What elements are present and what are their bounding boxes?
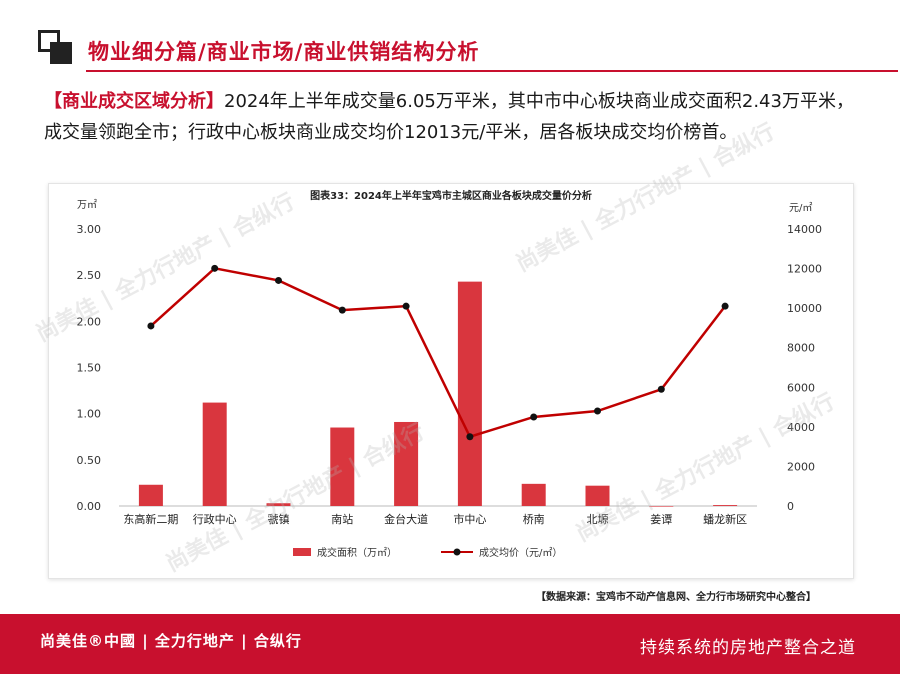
y-right-tick-label: 2000 bbox=[787, 460, 815, 473]
bar bbox=[202, 402, 227, 506]
x-tick-label: 南站 bbox=[331, 512, 353, 526]
x-tick-label: 桥南 bbox=[523, 513, 545, 526]
legend-bar-label: 成交面积（万㎡） bbox=[317, 546, 397, 559]
line-point bbox=[211, 264, 219, 272]
bar bbox=[585, 485, 610, 506]
x-tick-label: 金台大道 bbox=[384, 512, 428, 526]
y-left-tick-label: 2.50 bbox=[77, 269, 102, 282]
y-left-tick-label: 1.00 bbox=[77, 408, 102, 421]
bar bbox=[457, 281, 482, 506]
y-right-tick-label: 6000 bbox=[787, 381, 815, 394]
price-line bbox=[150, 266, 727, 439]
x-tick-label: 姜谭 bbox=[650, 512, 672, 526]
y-left-tick-label: 0.50 bbox=[77, 454, 102, 467]
legend-line-label: 成交均价（元/㎡） bbox=[479, 546, 562, 559]
footer-brand-logo: 尚美佳®中國 | 全力行地产 | 合纵行 bbox=[40, 632, 302, 650]
header-logo-icon bbox=[38, 30, 76, 64]
line-point bbox=[530, 413, 538, 421]
footer-slogan: 持续系统的房地产整合之道 bbox=[640, 638, 856, 658]
x-tick-label: 北塬 bbox=[587, 513, 609, 526]
y-left-tick-label: 0.00 bbox=[77, 500, 102, 513]
y-right-tick-label: 0 bbox=[787, 500, 794, 513]
y-left-tick-label: 1.50 bbox=[77, 362, 102, 375]
y-right-tick-label: 14000 bbox=[787, 223, 822, 236]
line-point bbox=[338, 306, 346, 314]
bar bbox=[138, 484, 163, 506]
summary-text: 2024年上半年成交量6.05万平米，其中市中心板块商业成交面积2.43万平米，… bbox=[44, 91, 854, 143]
x-tick-label: 市中心 bbox=[453, 512, 486, 526]
line-point bbox=[402, 302, 410, 310]
bar bbox=[521, 483, 546, 506]
bar bbox=[649, 506, 674, 507]
summary-tag: 【商业成交区域分析】 bbox=[44, 91, 224, 112]
chart-title: 图表33：2024年上半年宝鸡市主城区商业各板块成交量价分析 bbox=[310, 189, 592, 202]
y-left-tick-label: 3.00 bbox=[77, 223, 102, 236]
line-point bbox=[275, 276, 282, 284]
bar bbox=[394, 421, 419, 506]
bar bbox=[713, 505, 738, 506]
bar bbox=[330, 427, 355, 506]
legend-bar-swatch bbox=[293, 548, 311, 556]
y-left-unit-label: 万㎡ bbox=[77, 199, 97, 211]
chart-panel: 图表33：2024年上半年宝鸡市主城区商业各板块成交量价分析万㎡ 元/㎡ 0.00 0… bbox=[48, 183, 854, 579]
line-point bbox=[657, 385, 665, 393]
x-tick-label: 行政中心 bbox=[193, 512, 237, 526]
x-tick-label: 蟠龙新区 bbox=[703, 512, 747, 526]
line-point bbox=[466, 433, 474, 441]
line-point bbox=[721, 302, 729, 310]
footer-bar: 尚美佳®中國 | 全力行地产 | 合纵行 持续系统的房地产整合之道 bbox=[0, 614, 900, 674]
bar bbox=[266, 503, 291, 506]
page-title: 物业细分篇/商业市场/商业供销结构分析 bbox=[88, 40, 480, 64]
y-right-tick-label: 12000 bbox=[787, 263, 822, 276]
y-right-tick-label: 8000 bbox=[787, 342, 815, 355]
data-source: 【数据来源：宝鸡市不动产信息网、全力行市场研究中心整合】 bbox=[536, 592, 816, 603]
line-point bbox=[147, 322, 155, 330]
x-tick-label: 虢镇 bbox=[268, 512, 290, 526]
x-tick-label: 东高新二期 bbox=[123, 512, 178, 526]
y-right-tick-label: 4000 bbox=[787, 421, 815, 434]
header-divider bbox=[86, 70, 898, 72]
summary-paragraph: 【商业成交区域分析】2024年上半年成交量6.05万平米，其中市中心板块商业成交… bbox=[44, 86, 864, 148]
y-left-tick-label: 2.00 bbox=[77, 315, 102, 328]
y-right-tick-label: 10000 bbox=[787, 302, 822, 315]
line-point bbox=[594, 407, 601, 415]
y-right-unit-label: 元/㎡ bbox=[789, 202, 812, 214]
legend-line-marker bbox=[453, 548, 461, 556]
